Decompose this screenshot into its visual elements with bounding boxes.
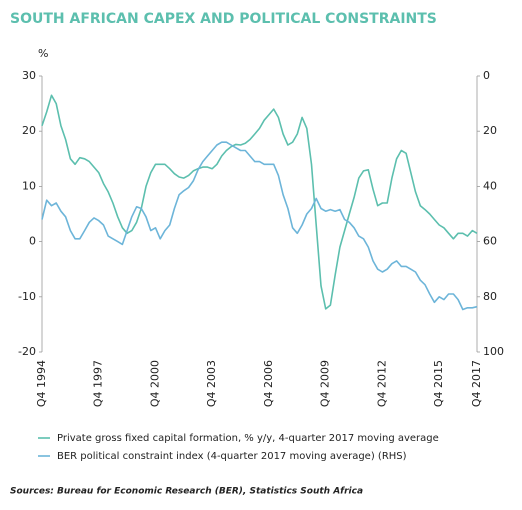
x-tick-label: Q4 2009 xyxy=(319,360,332,407)
x-tick-label: Q4 2003 xyxy=(205,360,218,407)
x-tick-label: Q4 2000 xyxy=(148,360,161,407)
legend-label: Private gross fixed capital formation, %… xyxy=(57,433,439,444)
y2-tick-label: 20 xyxy=(483,124,497,137)
y-tick-label: -20 xyxy=(18,345,36,358)
y-tick-label: -10 xyxy=(18,290,36,303)
source: Sources: Bureau for Economic Research (B… xyxy=(10,487,363,497)
y2-tick-label: 60 xyxy=(483,235,497,248)
series-line xyxy=(41,94,478,310)
series-line xyxy=(41,141,478,311)
y-tick-label: 30 xyxy=(22,69,36,82)
x-tick-label: Q4 2006 xyxy=(262,360,275,407)
x-tick-label: Q4 2017 xyxy=(470,360,483,407)
y2-tick-label: 100 xyxy=(483,345,504,358)
x-tick-label: Q4 1994 xyxy=(35,360,48,407)
x-tick-label: Q4 1997 xyxy=(92,360,105,407)
x-tick-label: Q4 2015 xyxy=(432,360,445,407)
x-tick-label: Q4 2012 xyxy=(375,360,388,407)
y-tick-label: 20 xyxy=(22,124,36,137)
y-tick-label: 10 xyxy=(22,179,36,192)
chart-title: SOUTH AFRICAN CAPEX AND POLITICAL CONSTR… xyxy=(10,11,437,27)
legend-label: BER political constraint index (4-quarte… xyxy=(57,451,407,462)
y-tick-label: 0 xyxy=(29,235,36,248)
y2-tick-label: 80 xyxy=(483,290,497,303)
y2-tick-label: 0 xyxy=(483,69,490,82)
y2-tick-label: 40 xyxy=(483,179,497,192)
y-axis-label: % xyxy=(38,47,48,60)
